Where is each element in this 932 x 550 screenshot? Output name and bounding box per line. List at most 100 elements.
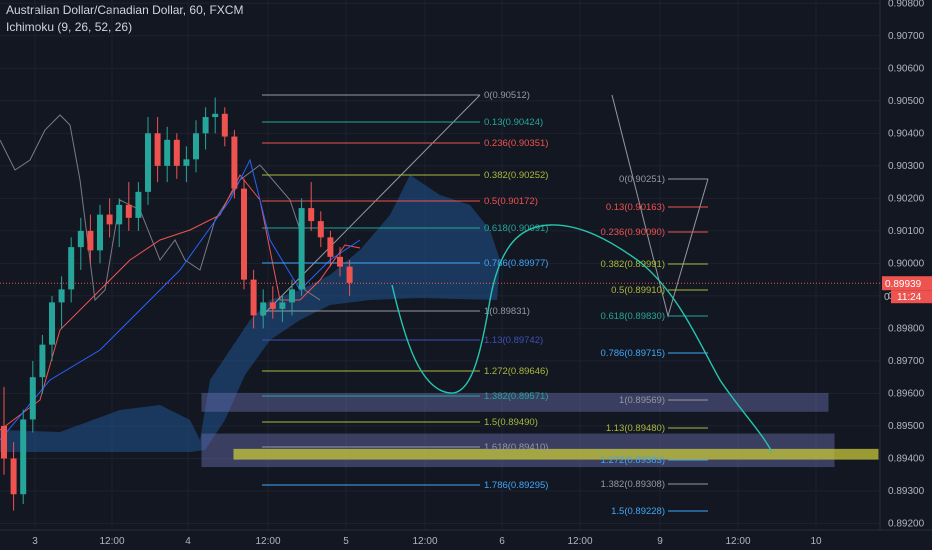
candlesticks	[1, 97, 353, 511]
candle-body	[337, 256, 343, 267]
price-axis[interactable]: 0.90800 0.90700 0.90600 0.90500 0.90400 0.903…	[0, 0, 932, 530]
countdown-value: 11:24	[897, 292, 922, 303]
fib-right-label: 1.272(0.89383)	[601, 455, 665, 466]
fib-right-label: 0.13(0.90163)	[606, 202, 665, 213]
fib-left-label: 1.5(0.89490)	[484, 417, 538, 428]
countdown-tag	[891, 290, 932, 304]
price-tick-label: 0.90400	[888, 128, 925, 139]
candle-body	[97, 214, 103, 251]
candle-body	[231, 136, 238, 189]
price-tick-label: 0.89500	[888, 421, 925, 432]
candle-body	[39, 344, 46, 378]
candle-body	[327, 237, 334, 257]
candle-body	[279, 302, 286, 309]
price-tick-label: 0.90800	[888, 0, 925, 9]
fib-left-label: 1.618(0.89410)	[484, 442, 548, 453]
candle-body	[106, 214, 113, 225]
fib-left-label: 0.786(0.89977)	[484, 258, 548, 269]
time-tick-label: 5	[343, 536, 349, 547]
candle-body	[289, 289, 295, 303]
candle-body	[269, 302, 276, 309]
time-tick-label: 6	[499, 536, 505, 547]
time-axis[interactable]: 3 12:00 4 12:00 5 12:00 6 12:00 9 12:00 10	[0, 529, 932, 547]
candle-body	[58, 289, 65, 303]
candle-body	[183, 159, 190, 166]
time-tick-label: 3	[32, 536, 38, 547]
candle-body	[135, 191, 142, 218]
price-tick-label: 0.89200	[888, 518, 925, 529]
candle-body	[20, 419, 27, 495]
fib-right-label: 0.786(0.89715)	[601, 348, 665, 359]
fib-retracement-left[interactable]: 0(0.90512) 0.13(0.90424) 0.236(0.90351) 0.3…	[261, 90, 548, 491]
last-price-tag	[882, 276, 932, 291]
price-tick-label: 0.90600	[888, 63, 925, 74]
price-tick-label: 0.89600	[888, 388, 925, 399]
fib-right-label: 0.5(0.89910)	[611, 285, 665, 296]
fib-left-label: 0.236(0.90351)	[484, 138, 548, 149]
fib-trend-line	[261, 94, 481, 317]
candle-body	[193, 133, 199, 160]
price-tick-partial: 0	[884, 292, 890, 303]
candle-body	[173, 139, 180, 166]
ichimoku-lines	[0, 114, 361, 441]
fib-right-label: 0.382(0.89991)	[601, 259, 665, 270]
price-tick-label: 0.90100	[888, 226, 925, 237]
fib-right-label: 1.5(0.89228)	[611, 506, 665, 517]
price-tick-label: 0.90200	[888, 193, 925, 204]
price-tick-label: 0.89300	[888, 486, 925, 497]
indicator-label[interactable]: Ichimoku (9, 26, 52, 26)	[6, 20, 133, 34]
time-tick-label: 12:00	[567, 536, 592, 547]
candle-body	[154, 133, 161, 166]
candle-body	[346, 266, 353, 283]
price-tick-label: 0.90000	[888, 258, 925, 269]
fib-right-label: 1.13(0.89480)	[606, 423, 665, 434]
fib-left-label: 0.382(0.90252)	[484, 170, 548, 181]
fib-left-label: 0.5(0.90172)	[484, 196, 538, 207]
support-zones	[201, 392, 879, 468]
candle-body	[1, 425, 7, 459]
price-tick-label: 0.89700	[888, 356, 925, 367]
cloud-area	[0, 175, 500, 452]
fib-retracement-right[interactable]: 0(0.90251) 0.13(0.90163) 0.236(0.90090) 0.3…	[601, 94, 709, 517]
candle-body	[68, 247, 75, 290]
candle-body	[298, 208, 305, 290]
wave-projection	[391, 224, 773, 453]
fib-left-label: 1.382(0.89571)	[484, 391, 548, 402]
candle-body	[241, 188, 247, 280]
fib-right-label: 1(0.89569)	[619, 395, 665, 406]
candle-body	[125, 204, 132, 218]
time-tick-label: 12:00	[255, 536, 280, 547]
candle-body	[164, 139, 171, 166]
candle-body	[202, 117, 209, 134]
tenkan-line	[0, 174, 361, 431]
price-tick-label: 0.89800	[888, 323, 925, 334]
ichimoku-cloud	[0, 175, 500, 452]
fib-left-label: 1.272(0.89646)	[484, 366, 548, 377]
fib-left-label: 1.786(0.89295)	[484, 480, 548, 491]
candle-body	[87, 230, 94, 251]
projection-path[interactable]	[391, 224, 773, 453]
fib-right-label: 0(0.90251)	[619, 174, 665, 185]
last-price-value: 0.89939	[885, 279, 922, 290]
zone-3	[233, 448, 879, 460]
chart-title: Australian Dollar/Canadian Dollar, 60, F…	[6, 3, 244, 17]
price-tick-label: 0.90500	[888, 96, 925, 107]
fib-left-label: 0(0.90512)	[484, 90, 530, 101]
time-tick-label: 12:00	[412, 536, 437, 547]
fib-left-label: 0.618(0.90091)	[484, 223, 548, 234]
time-tick-label: 10	[810, 536, 822, 547]
candle-body	[212, 113, 219, 118]
kijun-line	[0, 158, 361, 441]
candle-body	[116, 204, 123, 225]
fib-right-label: 0.236(0.90090)	[601, 227, 665, 238]
price-tick-label: 0.90700	[888, 31, 925, 42]
fib-right-label: 0.618(0.89830)	[601, 311, 665, 322]
candle-body	[317, 221, 324, 238]
candle-body	[10, 458, 17, 495]
time-tick-label: 9	[657, 536, 663, 547]
price-tick-label: 0.89400	[888, 453, 925, 464]
candle-body	[260, 302, 267, 316]
price-tick-label: 0.90300	[888, 161, 925, 172]
time-tick-label: 4	[185, 536, 191, 547]
